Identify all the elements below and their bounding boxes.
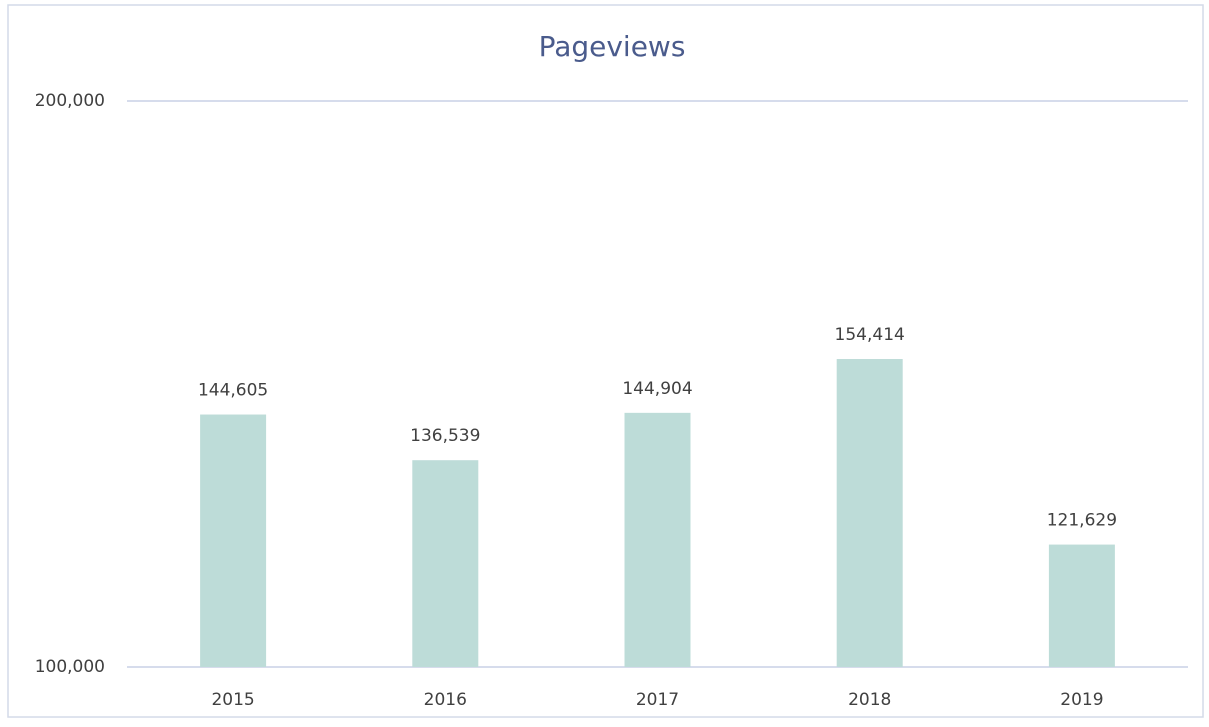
- bar: [412, 460, 479, 667]
- bar: [1048, 544, 1115, 667]
- bar: [836, 359, 903, 667]
- value-label: 136,539: [410, 426, 480, 446]
- chart-border: [7, 4, 1204, 718]
- value-label: 144,605: [198, 381, 268, 401]
- x-tick-label: 2016: [424, 690, 467, 710]
- bar: [200, 414, 267, 667]
- x-tick-label: 2017: [636, 690, 679, 710]
- bar: [624, 412, 691, 667]
- y-tick-label: 100,000: [35, 657, 105, 677]
- value-label: 144,904: [622, 379, 692, 399]
- x-tick-label: 2019: [1060, 690, 1103, 710]
- value-label: 154,414: [835, 325, 905, 345]
- x-tick-label: 2015: [211, 690, 254, 710]
- value-label: 121,629: [1047, 511, 1117, 531]
- y-tick-label: 200,000: [35, 91, 105, 111]
- chart-title: Pageviews: [539, 30, 686, 63]
- x-tick-label: 2018: [848, 690, 891, 710]
